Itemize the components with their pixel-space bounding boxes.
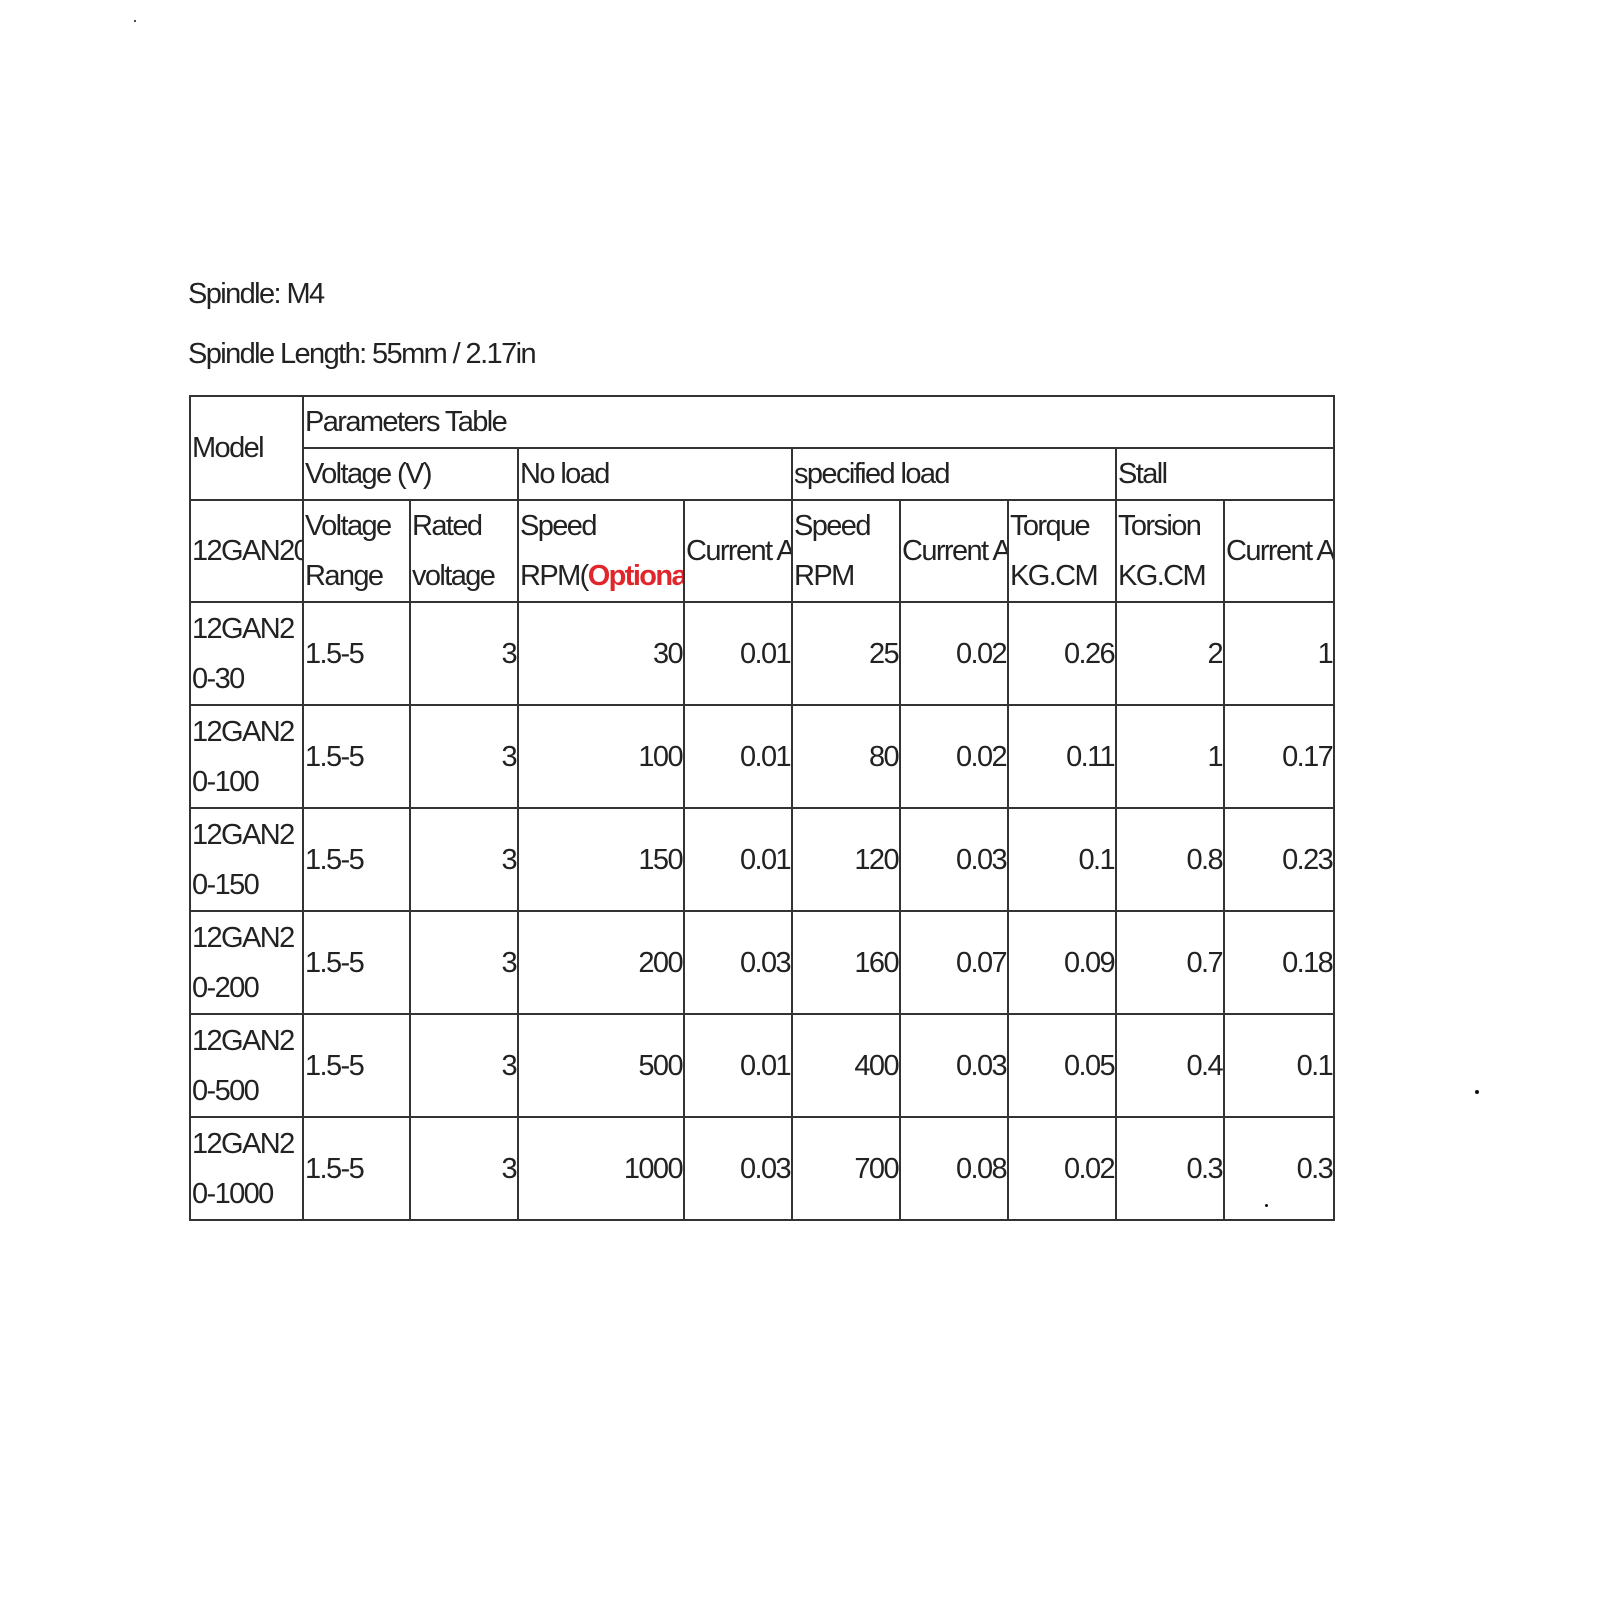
value-cell: 0.01: [683, 1013, 793, 1118]
value-cell: 1.5-5: [302, 704, 411, 809]
model-cell: 12GAN20-200: [189, 910, 304, 1015]
value-cell: 160: [791, 910, 901, 1015]
value-cell: 3: [409, 1116, 519, 1221]
value-cell: 150: [517, 807, 685, 912]
value-cell: 0.17: [1222, 704, 1336, 809]
value-cell: 200: [517, 910, 685, 1015]
table-row: 12GAN20-500 1.5-5 3 500 0.01 400 0.03 0.05 0.4 0.…: [189, 1013, 1336, 1118]
voltage-range-header: Voltage Range: [302, 499, 411, 603]
model-series: 12GAN20: [189, 499, 304, 603]
value-cell: 30: [517, 601, 685, 706]
speck: [1475, 1090, 1479, 1094]
model-cell: 12GAN20-500: [189, 1013, 304, 1118]
value-cell: 0.1: [1007, 807, 1117, 912]
stall-current-header: Current A: [1222, 499, 1336, 603]
spindle-spec: Spindle: M4: [188, 278, 325, 310]
speck: [1265, 1204, 1268, 1207]
rated-voltage-header: Rated voltage: [409, 499, 519, 603]
value-cell: 0.07: [899, 910, 1009, 1015]
value-cell: 700: [791, 1116, 901, 1221]
value-cell: 0.01: [683, 601, 793, 706]
value-cell: 2: [1115, 601, 1225, 706]
table-row: 12GAN20-1000 1.5-5 3 1000 0.03 700 0.08 0.02 0.3…: [189, 1116, 1336, 1221]
value-cell: 25: [791, 601, 901, 706]
value-cell: 0.02: [1007, 1116, 1117, 1221]
stall-torsion-header: Torsion KG.CM: [1115, 499, 1225, 603]
value-cell: 1.5-5: [302, 807, 411, 912]
noload-speed-label: Speed RPM(: [520, 510, 597, 592]
group-specified-load: specified load: [791, 447, 1117, 501]
value-cell: 0.01: [683, 807, 793, 912]
noload-current-header: Current A: [683, 499, 793, 603]
value-cell: 0.3: [1115, 1116, 1225, 1221]
group-no-load: No load: [517, 447, 793, 501]
value-cell: 0.1: [1222, 1013, 1336, 1118]
value-cell: 1.5-5: [302, 1116, 411, 1221]
value-cell: 0.26: [1007, 601, 1117, 706]
value-cell: 1: [1115, 704, 1225, 809]
group-voltage: Voltage (V): [302, 447, 519, 501]
load-speed-header: Speed RPM: [791, 499, 901, 603]
value-cell: 0.03: [899, 807, 1009, 912]
value-cell: 0.09: [1007, 910, 1117, 1015]
value-cell: 120: [791, 807, 901, 912]
load-torque-header: Torque KG.CM: [1007, 499, 1117, 603]
value-cell: 0.8: [1115, 807, 1225, 912]
value-cell: 0.03: [683, 910, 793, 1015]
value-cell: 80: [791, 704, 901, 809]
value-cell: 1.5-5: [302, 1013, 411, 1118]
value-cell: 0.3: [1222, 1116, 1336, 1221]
value-cell: 3: [409, 807, 519, 912]
table-row: 12GAN20-150 1.5-5 3 150 0.01 120 0.03 0.1 0.8 0.2…: [189, 807, 1336, 912]
value-cell: 1.5-5: [302, 601, 411, 706]
value-cell: 0.02: [899, 704, 1009, 809]
model-cell: 12GAN20-1000: [189, 1116, 304, 1221]
value-cell: 0.03: [899, 1013, 1009, 1118]
value-cell: 0.05: [1007, 1013, 1117, 1118]
table-row: 12GAN20-200 1.5-5 3 200 0.03 160 0.07 0.09 0.7 0.…: [189, 910, 1336, 1015]
value-cell: 0.4: [1115, 1013, 1225, 1118]
noload-speed-header: Speed RPM(Optional): [517, 499, 685, 603]
table-row: 12GAN20-30 1.5-5 3 30 0.01 25 0.02 0.26 2 1: [189, 601, 1336, 706]
spindle-length-spec: Spindle Length: 55mm / 2.17in: [188, 338, 537, 370]
group-stall: Stall: [1114, 447, 1336, 501]
value-cell: 0.23: [1222, 807, 1336, 912]
value-cell: 0.7: [1115, 910, 1225, 1015]
value-cell: 3: [409, 704, 519, 809]
value-cell: 0.18: [1222, 910, 1336, 1015]
model-cell: 12GAN20-30: [189, 601, 304, 706]
value-cell: 500: [517, 1013, 685, 1118]
optional-label: Optional: [587, 560, 684, 592]
value-cell: 1: [1222, 601, 1336, 706]
value-cell: 1000: [517, 1116, 685, 1221]
value-cell: 0.03: [683, 1116, 793, 1221]
value-cell: 0.02: [899, 601, 1009, 706]
value-cell: 0.08: [899, 1116, 1009, 1221]
value-cell: 400: [791, 1013, 901, 1118]
speck: [134, 20, 136, 22]
parameters-header: Parameters Table: [301, 395, 1336, 449]
value-cell: 1.5-5: [302, 910, 411, 1015]
model-cell: 12GAN20-150: [189, 807, 304, 912]
value-cell: 100: [517, 704, 685, 809]
value-cell: 3: [409, 1013, 519, 1118]
parameters-table: Model Parameters Table Voltage (V) No lo…: [189, 395, 1336, 1221]
value-cell: 3: [409, 601, 519, 706]
model-cell: 12GAN20-100: [189, 704, 304, 809]
load-current-header: Current A: [899, 499, 1009, 603]
value-cell: 0.01: [683, 704, 793, 809]
value-cell: 3: [409, 910, 519, 1015]
model-header: Model: [189, 395, 304, 501]
value-cell: 0.11: [1007, 704, 1117, 809]
table-row: 12GAN20-100 1.5-5 3 100 0.01 80 0.02 0.11 1 0.17: [189, 704, 1336, 809]
